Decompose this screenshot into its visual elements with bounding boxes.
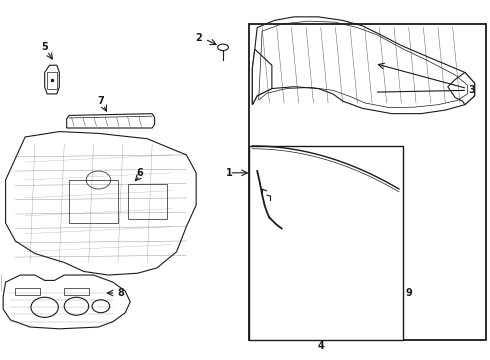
Polygon shape (357, 89, 374, 101)
Bar (272, 302, 301, 323)
Polygon shape (448, 72, 475, 105)
Bar (69, 180, 118, 223)
Text: 9: 9 (405, 288, 412, 298)
Ellipse shape (218, 44, 228, 50)
Text: 3: 3 (469, 85, 476, 95)
Bar (64, 288, 89, 295)
Text: 6: 6 (137, 168, 143, 178)
Text: 4: 4 (318, 341, 324, 351)
Bar (314, 302, 343, 323)
Polygon shape (3, 275, 130, 329)
Bar (249, 146, 403, 339)
Bar (249, 24, 486, 339)
Text: 8: 8 (117, 288, 124, 298)
Text: 2: 2 (195, 33, 202, 43)
Text: 1: 1 (226, 168, 233, 178)
Text: 7: 7 (98, 96, 104, 106)
Polygon shape (252, 271, 384, 336)
Text: 5: 5 (41, 42, 48, 52)
Bar (128, 184, 167, 220)
Polygon shape (45, 65, 59, 94)
Bar (15, 288, 40, 295)
Polygon shape (5, 132, 196, 275)
Polygon shape (357, 60, 374, 72)
Polygon shape (252, 17, 475, 114)
Polygon shape (67, 114, 155, 128)
Polygon shape (252, 49, 272, 105)
